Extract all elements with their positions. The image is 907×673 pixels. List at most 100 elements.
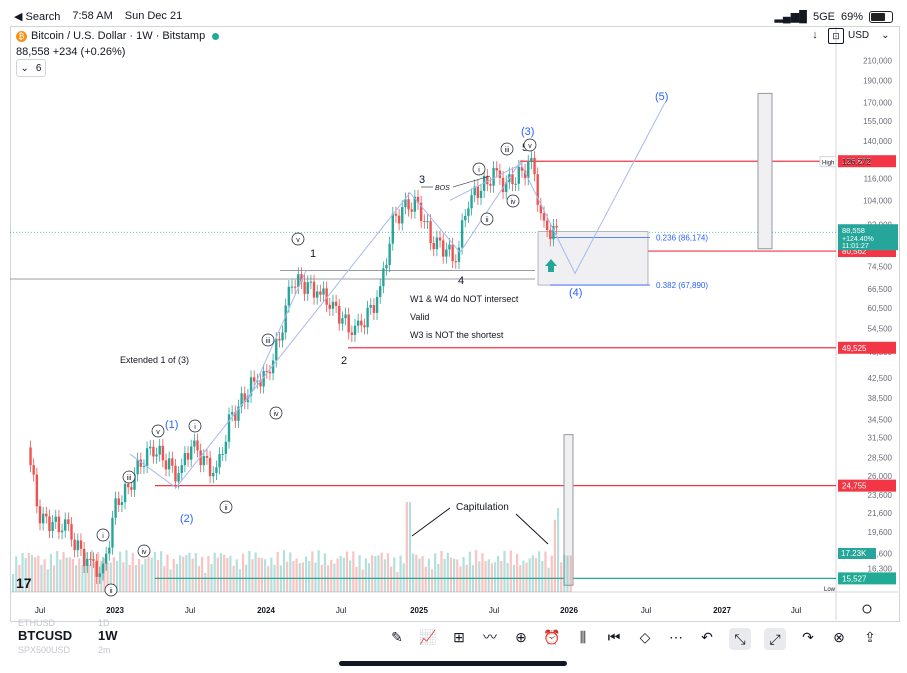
volume-bar [402,563,405,592]
volume-bar [71,558,75,592]
tradingview-logo-icon: 17 [16,575,32,591]
candle-body [545,220,549,230]
volume-bar [364,558,367,592]
volume-bar [65,557,68,592]
volume-bar [197,565,201,592]
wave-label-roman: iii [127,475,132,482]
volume-bar [18,564,21,592]
note-text: Valid [410,312,429,322]
candle-body [284,305,287,333]
wave-circle [523,138,537,152]
fib-zone [537,231,649,286]
undo-icon[interactable]: ↶ [701,628,713,645]
layers-icon[interactable]: ◇ [639,628,651,645]
candle-body [533,157,536,175]
alert-icon[interactable]: ⏰ [543,628,561,645]
candles-icon[interactable]: ⫼ [579,628,587,645]
volume-bar [270,557,273,592]
wave-label-major: 2 [341,355,347,367]
y-tick-label: 26,000 [868,472,893,481]
candle-body [520,166,524,171]
indicator-toggle[interactable]: ⌄ 6 [16,59,46,77]
wave-label-paren: (1) [165,419,178,431]
volume-bar [374,556,377,592]
candle-body [523,170,527,179]
timeframe-selector[interactable]: 1W [98,628,118,643]
candle-body [67,519,70,525]
redo-icon[interactable]: ↷ [802,628,814,645]
ghost-symbol-2: SPX500USD [18,645,71,655]
lock-icon[interactable]: ⊗ [833,628,845,645]
volume-bar [358,555,361,592]
candle-body [275,338,278,361]
volume-bar [207,555,210,592]
drawing-icon[interactable]: 〰 [483,629,497,645]
candle-body [92,559,95,561]
candle-body [174,465,177,482]
collapse-icon[interactable]: ⤡ [729,628,751,650]
candle-body [262,370,265,387]
indicator-icon[interactable]: 📈 [419,628,437,645]
more-icon[interactable]: ⋯ [669,628,683,645]
share-icon[interactable]: ⇪ [864,628,876,645]
volume-bar [90,550,93,592]
candle-body [445,249,448,257]
candle-body [423,221,426,223]
candle-body [448,244,451,250]
signal-icon: ▂▄▆█ [774,11,807,23]
volume-bar [254,552,257,592]
candle-body [407,199,410,210]
pencil-icon[interactable]: ✎ [391,628,403,645]
level-price-label: 126,572 [842,157,871,166]
candle-body [297,274,300,288]
volume-bar [56,551,59,592]
price-chart[interactable]: 210,000190,000170,000155,000140,000128,0… [10,26,898,620]
candle-body [382,268,385,287]
candle-body [271,360,275,374]
volume-bar [440,550,443,592]
exit-icon[interactable]: ⤢ [764,628,786,650]
volume-bar [216,557,219,592]
candle-body [410,209,413,212]
volume-bar [298,563,301,592]
x-tick-label: 2027 [713,606,731,615]
chevron-down-icon: ⌄ [20,62,29,74]
volume-bar [46,569,49,592]
volume-bar [327,565,330,592]
candle-body [82,548,86,566]
volume-bar [475,550,478,592]
candle-body [139,459,142,467]
current-change-label: +124.40% [842,236,874,243]
candle-body [45,513,48,517]
volume-bar [456,559,459,592]
add-icon[interactable]: ⊕ [515,628,527,645]
candle-body [495,167,498,171]
volume-bar [134,565,138,592]
candle-body [464,215,467,221]
grid-icon[interactable]: ⊞ [453,628,465,645]
volume-bar [226,557,229,592]
back-search-link[interactable]: ◀ Search [14,11,61,23]
candle-body [108,547,111,554]
candle-body [530,157,533,162]
replay-icon[interactable]: ⏮ [607,628,621,645]
y-tick-label: 155,000 [863,117,892,126]
volume-bar [210,564,213,592]
candle-body [293,286,297,288]
volume-bar [424,566,427,592]
volume-bar [30,554,34,592]
volume-bar [68,557,71,592]
candle-body [256,380,259,382]
volume-bar [12,574,15,592]
fullscreen-icon[interactable]: ⊡ [828,28,844,44]
symbol-title[interactable]: Bitcoin / U.S. Dollar · 1W · Bitstamp [31,30,206,42]
candle-body [426,221,429,223]
wave-label-roman: i [478,167,480,174]
symbol-selector[interactable]: BTCUSD [18,628,73,643]
level-price-tag [838,341,896,354]
volume-bar [122,562,125,592]
volume-bar [500,561,503,592]
currency-selector[interactable]: USD ⌄ [848,30,890,41]
candle-body [246,395,250,403]
download-icon[interactable]: ↓ [812,29,818,41]
